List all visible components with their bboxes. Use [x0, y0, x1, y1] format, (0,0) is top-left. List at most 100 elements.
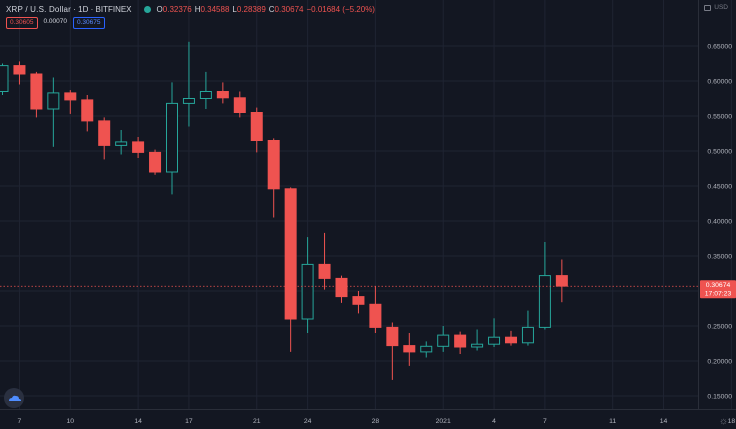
time-tick-label: 17 — [185, 418, 193, 425]
candle-body — [233, 97, 246, 114]
candle-body — [250, 112, 263, 141]
candle[interactable] — [301, 237, 314, 333]
candle[interactable] — [521, 310, 534, 346]
candle[interactable] — [403, 333, 416, 366]
candle-body — [454, 334, 467, 348]
candle-body — [555, 275, 568, 287]
currency-selector[interactable]: USD — [704, 4, 728, 11]
lock-icon — [704, 4, 712, 11]
candle[interactable] — [437, 326, 450, 352]
candles — [0, 41, 568, 380]
candle[interactable] — [420, 341, 433, 358]
interval-label[interactable]: 1D — [78, 4, 89, 14]
bid-price-button[interactable]: 0.30605 — [6, 17, 38, 29]
high-value: 0.34588 — [200, 4, 230, 14]
price-tick-label: 0.15000 — [707, 393, 732, 400]
close-key: C — [268, 4, 275, 14]
candle-body — [30, 73, 43, 110]
symbol-header: XRP / U.S. Dollar · 1D · BITFINEX O 0.32… — [6, 4, 375, 14]
candle[interactable] — [132, 137, 145, 158]
candle[interactable] — [538, 242, 551, 330]
price-tick-label: 0.60000 — [707, 78, 732, 85]
candle[interactable] — [267, 138, 280, 218]
candle[interactable] — [250, 107, 263, 153]
candle[interactable] — [471, 329, 484, 351]
candle-body — [64, 92, 77, 101]
price-tick-label: 0.40000 — [707, 218, 732, 225]
candle-body — [437, 334, 450, 347]
candle[interactable] — [199, 71, 212, 109]
candle[interactable] — [488, 318, 501, 347]
price-tick-label: 0.55000 — [707, 113, 732, 120]
candle[interactable] — [81, 95, 94, 132]
candle[interactable] — [166, 82, 178, 195]
candle[interactable] — [182, 41, 195, 127]
last-price-label: 0.30674 — [706, 282, 731, 289]
candle[interactable] — [47, 77, 60, 147]
candle-body — [0, 65, 9, 92]
candle-body — [216, 91, 229, 99]
candle-body — [98, 120, 111, 146]
candle-body — [335, 277, 348, 298]
candle-body — [199, 91, 212, 99]
time-tick-label: 4 — [492, 418, 496, 425]
candle[interactable] — [149, 149, 162, 175]
time-axis[interactable]: 7 10 14 17 21 24 28 2021 4 7 11 14 18 — [18, 418, 736, 425]
candle-body — [488, 336, 501, 345]
candle[interactable] — [216, 82, 229, 104]
candle[interactable] — [369, 286, 382, 333]
price-tick-label: 0.50000 — [707, 148, 732, 155]
price-axis[interactable]: 0.150000.200000.250000.300000.350000.400… — [707, 43, 732, 400]
candle[interactable] — [555, 259, 568, 303]
currency-label: USD — [714, 4, 728, 11]
candle-body — [420, 345, 433, 353]
spread-value: 0.00070 — [43, 18, 68, 25]
candle[interactable] — [115, 130, 128, 155]
candle-body — [521, 326, 534, 344]
time-tick-label: 10 — [67, 418, 75, 425]
candle-body — [284, 188, 297, 320]
ask-price-button[interactable]: 0.30675 — [73, 17, 105, 29]
price-tick-label: 0.35000 — [707, 253, 732, 260]
candle-body — [81, 99, 94, 122]
cloud-icon — [9, 395, 21, 401]
candle[interactable] — [13, 61, 26, 85]
price-tick-label: 0.45000 — [707, 183, 732, 190]
candle[interactable] — [30, 71, 43, 118]
candle[interactable] — [386, 322, 399, 380]
candle-body — [505, 336, 517, 344]
countdown-label: 17:07:23 — [705, 290, 732, 297]
candle-body — [471, 343, 484, 348]
candle[interactable] — [505, 330, 517, 346]
candle-body — [386, 326, 399, 347]
candle-body — [47, 92, 60, 110]
time-tick-label: 11 — [609, 418, 616, 425]
symbol-name[interactable]: XRP / U.S. Dollar — [6, 4, 72, 14]
candle[interactable] — [352, 291, 365, 314]
candle[interactable] — [64, 90, 77, 114]
quote-boxes: 0.30605 0.00070 0.30675 — [6, 17, 105, 29]
candle-body — [267, 140, 280, 190]
time-tick-label: 14 — [134, 418, 142, 425]
candle-body — [132, 141, 145, 153]
candle[interactable] — [454, 331, 467, 354]
price-tick-label: 0.25000 — [707, 323, 732, 330]
tradingview-logo[interactable] — [4, 388, 24, 408]
close-value: 0.30674 — [274, 4, 304, 14]
time-tick-label: 24 — [304, 418, 312, 425]
candle-body — [318, 263, 331, 279]
candle[interactable] — [335, 275, 348, 303]
candle-body — [403, 345, 416, 353]
candle[interactable] — [233, 91, 246, 118]
settings-gear-icon[interactable]: ☼ — [718, 416, 728, 427]
exchange-label: BITFINEX — [95, 4, 132, 14]
candle[interactable] — [318, 232, 331, 290]
grid-lines — [0, 0, 732, 409]
candle[interactable] — [0, 63, 9, 96]
candle-body — [166, 102, 178, 173]
candle[interactable] — [284, 187, 297, 352]
candle-body — [182, 98, 195, 104]
candle[interactable] — [98, 117, 111, 160]
